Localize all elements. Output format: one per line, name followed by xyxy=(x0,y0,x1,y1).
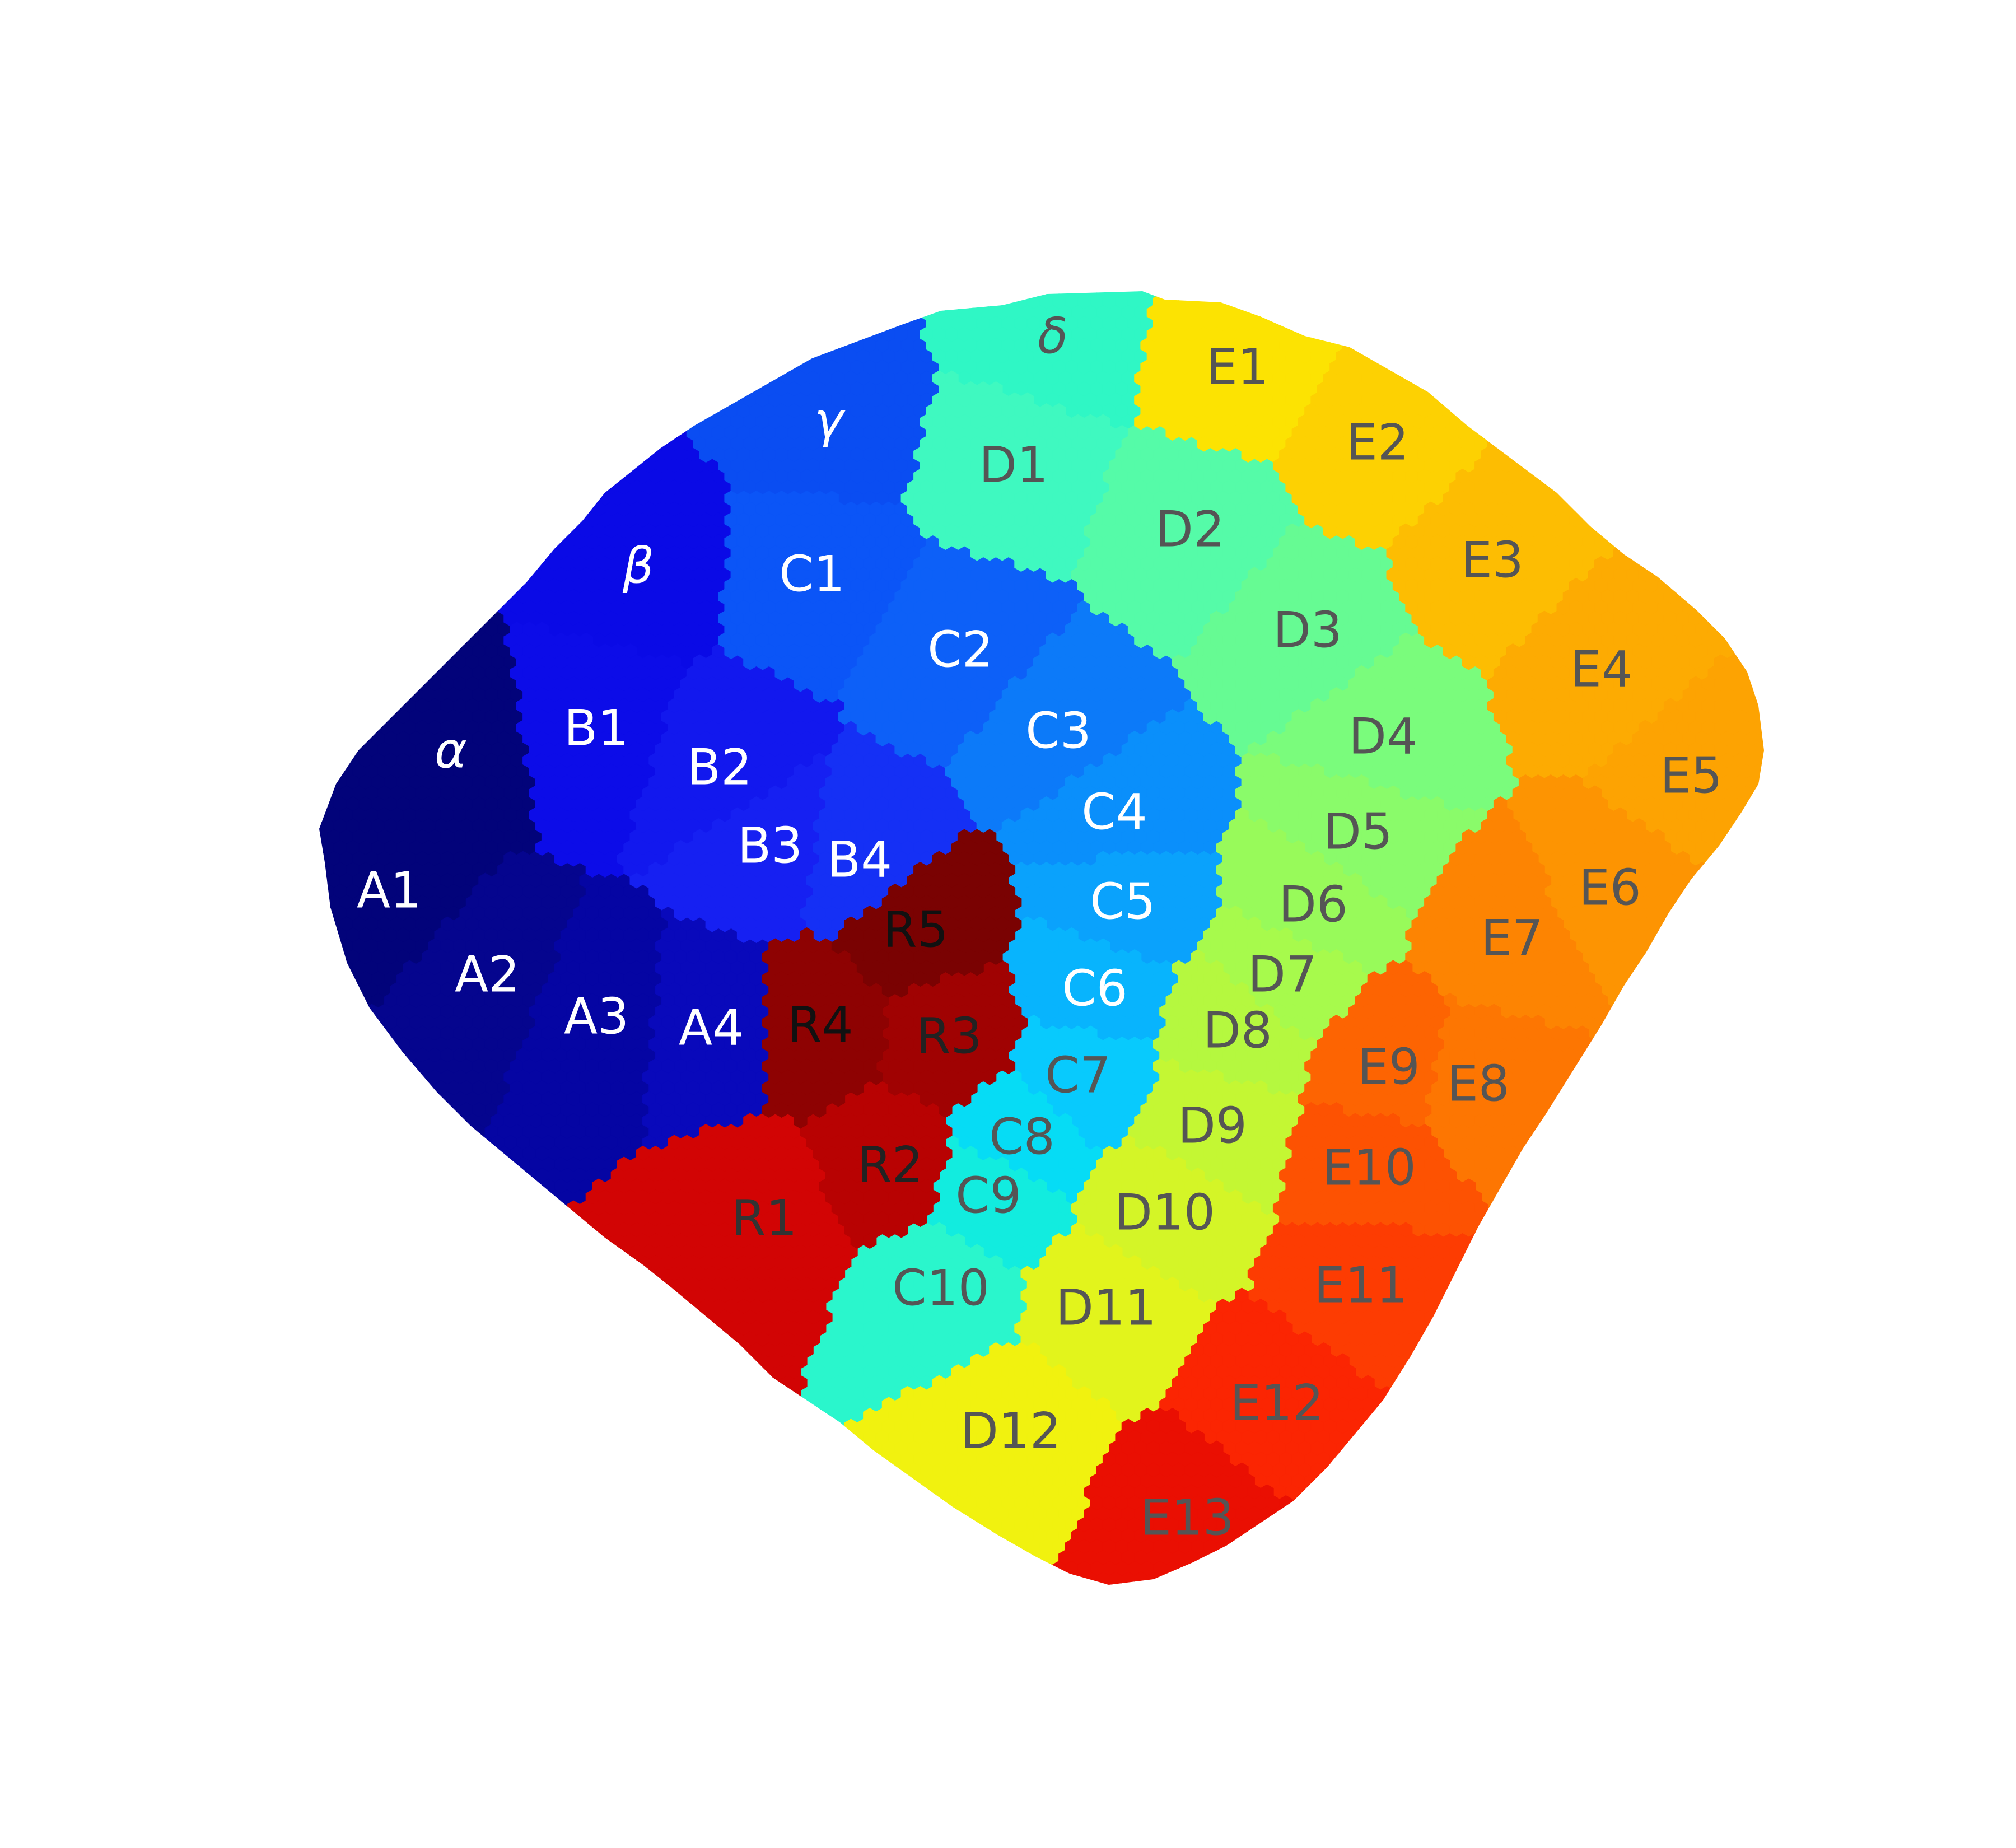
region-label-b1: B1 xyxy=(564,699,629,757)
region-label-b2: B2 xyxy=(687,739,752,796)
region-beta xyxy=(319,291,732,670)
region-label-c10: C10 xyxy=(892,1259,989,1317)
region-label-e1: E1 xyxy=(1206,338,1269,396)
region-label-e2: E2 xyxy=(1346,414,1409,472)
region-label-d1: D1 xyxy=(979,436,1048,494)
region-d7 xyxy=(1197,905,1369,1042)
region-label-d2: D2 xyxy=(1155,501,1225,558)
region-d3 xyxy=(1172,523,1419,758)
region-r5 xyxy=(831,829,1022,998)
region-a4 xyxy=(642,905,769,1151)
region-c8 xyxy=(945,1069,1104,1206)
region-label-gamma: γ xyxy=(814,391,846,449)
region-label-e8: E8 xyxy=(1447,1055,1510,1113)
region-label-d9: D9 xyxy=(1178,1097,1247,1155)
region-label-alpha: α xyxy=(435,722,467,780)
region-label-a4: A4 xyxy=(679,999,744,1057)
region-label-c1: C1 xyxy=(779,545,844,603)
region-b1 xyxy=(503,621,688,878)
region-label-r4: R4 xyxy=(787,996,853,1054)
region-label-e3: E3 xyxy=(1461,531,1524,589)
region-label-r5: R5 xyxy=(883,901,948,959)
region-d2 xyxy=(1071,424,1306,660)
region-c9 xyxy=(926,1135,1079,1271)
region-label-d12: D12 xyxy=(960,1402,1061,1460)
region-label-e13: E13 xyxy=(1140,1489,1234,1547)
region-label-e7: E7 xyxy=(1481,909,1543,967)
region-label-d6: D6 xyxy=(1278,876,1348,934)
region-d5 xyxy=(1235,752,1488,922)
region-label-c3: C3 xyxy=(1025,702,1091,760)
region-label-a3: A3 xyxy=(564,988,629,1046)
region-label-a2: A2 xyxy=(455,946,520,1004)
region-c3 xyxy=(945,599,1192,834)
region-label-c7: C7 xyxy=(1045,1047,1110,1104)
region-c7 xyxy=(1008,1014,1161,1151)
region-b2 xyxy=(617,643,846,878)
region-label-d5: D5 xyxy=(1323,803,1393,861)
region-label-e6: E6 xyxy=(1579,859,1641,917)
region-label-b4: B4 xyxy=(827,831,892,889)
region-label-c9: C9 xyxy=(955,1167,1021,1225)
region-alpha xyxy=(319,424,543,856)
region-d6 xyxy=(1216,807,1413,976)
region-label-r3: R3 xyxy=(916,1007,982,1065)
region-label-d10: D10 xyxy=(1114,1184,1215,1242)
region-label-e4: E4 xyxy=(1570,641,1633,698)
region-e10 xyxy=(1272,1102,1501,1238)
region-c1 xyxy=(718,490,927,703)
region-d10 xyxy=(1071,1135,1281,1304)
region-label-d8: D8 xyxy=(1203,1002,1272,1060)
region-c2 xyxy=(838,534,1085,769)
region-b3 xyxy=(629,752,833,944)
region-label-e11: E11 xyxy=(1314,1257,1408,1314)
region-r4 xyxy=(762,927,889,1129)
region-e9 xyxy=(1298,960,1450,1129)
region-label-delta: δ xyxy=(1038,307,1068,365)
region-d8 xyxy=(1152,949,1318,1096)
region-e7 xyxy=(1405,796,1627,1042)
region-label-d3: D3 xyxy=(1273,601,1342,659)
region-label-e10: E10 xyxy=(1322,1139,1416,1197)
region-r2 xyxy=(800,1080,953,1249)
region-label-r1: R1 xyxy=(731,1189,797,1247)
region-label-c5: C5 xyxy=(1090,873,1155,931)
region-label-d4: D4 xyxy=(1348,708,1418,766)
region-label-b3: B3 xyxy=(738,817,802,875)
region-label-e5: E5 xyxy=(1660,747,1723,805)
region-label-beta: β xyxy=(622,537,654,595)
region-c6 xyxy=(1001,916,1179,1042)
region-d11 xyxy=(1014,1222,1217,1424)
region-d1 xyxy=(900,370,1129,583)
region-b4 xyxy=(800,720,978,944)
region-label-c2: C2 xyxy=(927,621,993,679)
region-label-e9: E9 xyxy=(1357,1038,1420,1096)
region-d9 xyxy=(1127,1058,1306,1216)
region-label-d7: D7 xyxy=(1248,946,1317,1004)
region-label-c6: C6 xyxy=(1062,960,1127,1018)
region-r3 xyxy=(875,960,1028,1118)
region-label-a1: A1 xyxy=(357,862,422,920)
region-c5 xyxy=(1008,851,1224,965)
region-label-r2: R2 xyxy=(857,1136,923,1194)
region-gamma xyxy=(579,291,940,507)
region-label-e12: E12 xyxy=(1230,1374,1324,1432)
region-d4 xyxy=(1247,632,1520,813)
region-label-c8: C8 xyxy=(989,1108,1054,1166)
region-label-d11: D11 xyxy=(1056,1279,1156,1337)
region-label-c4: C4 xyxy=(1081,783,1147,841)
